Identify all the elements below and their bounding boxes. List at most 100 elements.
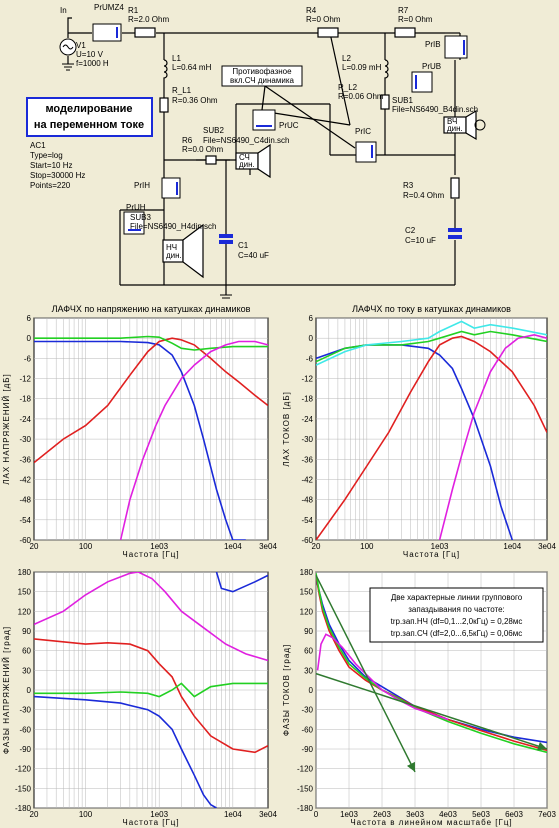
- x-tick-label: 1e04: [224, 542, 242, 551]
- label-prub: PrUB: [422, 62, 441, 71]
- label-r7-val: R=0 Ohm: [398, 15, 433, 24]
- y-tick-label: 90: [22, 627, 31, 636]
- y-axis-label: ФАЗЫ ТОКОВ [град]: [282, 644, 291, 736]
- label-v1: V1: [76, 41, 86, 50]
- y-tick-label: -24: [301, 415, 313, 424]
- series-line-magenta: [34, 572, 268, 662]
- y-tick-label: -60: [301, 536, 313, 545]
- label-pruc: PrUC: [279, 121, 299, 130]
- label-in: In: [60, 6, 67, 15]
- series-line-green: [316, 330, 547, 363]
- label-l1: L1: [172, 54, 181, 63]
- label-c2: C2: [405, 226, 416, 235]
- y-tick-label: -42: [19, 475, 31, 484]
- label-rl1: R_L1: [172, 86, 192, 95]
- label-r7: R7: [398, 6, 409, 15]
- series-line-blue: [215, 572, 268, 593]
- y-tick-label: -12: [301, 375, 313, 384]
- annotation-line: запаздывания по частоте:: [408, 605, 504, 614]
- y-tick-label: -180: [297, 804, 314, 813]
- label-sub2-file: File=NS6490_C4din.sch: [203, 136, 290, 145]
- x-tick-label: 4e03: [439, 810, 457, 819]
- y-tick-label: -90: [301, 745, 313, 754]
- annotation-line: trp.зап.СЧ (df=2,0...6,5кГц) = 0,06мс: [391, 629, 522, 638]
- speaker-b-label: ВЧ: [447, 117, 457, 126]
- y-tick-label: 120: [18, 607, 32, 616]
- y-tick-label: -54: [19, 516, 31, 525]
- y-tick-label: 0: [27, 334, 32, 343]
- speaker-b-label-2: дин.: [447, 124, 463, 133]
- y-tick-label: -36: [301, 455, 313, 464]
- series-line-red: [34, 337, 268, 464]
- y-tick-label: -90: [19, 745, 31, 754]
- x-tick-label: 100: [79, 542, 93, 551]
- y-tick-label: -120: [297, 765, 314, 774]
- y-tick-label: 150: [18, 588, 32, 597]
- series-line-magenta: [119, 340, 268, 540]
- y-tick-label: 120: [300, 607, 314, 616]
- series-line-green: [34, 682, 268, 698]
- y-tick-label: -60: [19, 536, 31, 545]
- annotation-line: trp.зап.НЧ (df=0,1...2,0кГц) = 0,28мс: [391, 617, 523, 626]
- x-tick-label: 5e03: [472, 810, 490, 819]
- y-tick-label: -30: [301, 435, 313, 444]
- y-tick-label: -48: [301, 496, 313, 505]
- label-ac1-start: Start=10 Hz: [30, 161, 72, 170]
- y-tick-label: 6: [27, 314, 32, 323]
- x-axis-label: Частота в линейном масштабе [Гц]: [350, 818, 512, 827]
- y-tick-label: 0: [27, 686, 32, 695]
- y-tick-label: -120: [15, 765, 32, 774]
- x-tick-label: 100: [360, 542, 374, 551]
- plot-area: [315, 317, 548, 541]
- x-tick-label: 6e03: [505, 810, 523, 819]
- plot-area: [33, 317, 269, 541]
- x-axis-label: Частота [Гц]: [122, 818, 179, 827]
- label-prib: PrIB: [425, 40, 441, 49]
- label-ac1-points: Points=220: [30, 181, 71, 190]
- label-sub1-file: File=NS6490_B4din.sch: [392, 105, 478, 114]
- y-tick-label: 90: [304, 627, 313, 636]
- x-tick-label: 3e04: [538, 542, 556, 551]
- label-sub3-file: File=NS6490_H4din.sch: [130, 222, 217, 231]
- label-c2-val: C=10 uF: [405, 236, 436, 245]
- x-axis-label: Частота [Гц]: [403, 550, 460, 559]
- series-line-blue: [34, 340, 246, 540]
- grid: [316, 317, 547, 541]
- x-tick-label: 1e03: [340, 810, 358, 819]
- y-axis-label: ЛАХ ТОКОВ [дБ]: [282, 391, 291, 467]
- chart-title: ЛАФЧХ по напряжению на катушках динамико…: [52, 304, 251, 314]
- x-tick-label: 1e04: [503, 542, 521, 551]
- y-axis-label: ФАЗЫ НАПРЯЖЕНИЙ [град]: [2, 626, 11, 754]
- label-l2: L2: [342, 54, 351, 63]
- series-line-darkgreen: [315, 672, 548, 751]
- y-tick-label: -150: [297, 784, 314, 793]
- x-axis-label: Частота [Гц]: [122, 550, 179, 559]
- label-r1: R1: [128, 6, 139, 15]
- y-tick-label: 0: [309, 334, 314, 343]
- label-sub1: SUB1: [392, 96, 413, 105]
- x-tick-label: 3e04: [259, 542, 277, 551]
- grid: [34, 571, 268, 809]
- chart-voltage-magnitude: 20 100 1e03 1e04 3e04 6 0 -6 -12 -18 -24 -30 -36 -42 -…: [0, 300, 280, 560]
- x-tick-label: 2e03: [373, 810, 391, 819]
- label-r6-val: R=0.0 Ohm: [182, 145, 223, 154]
- y-tick-label: 6: [309, 314, 314, 323]
- y-tick-label: 30: [304, 666, 313, 675]
- label-sub2: SUB2: [203, 126, 224, 135]
- chart-voltage-phase: 20 100 1e03 1e04 3e04 180 150 120 90 60 30 0 -30 -60 -…: [0, 560, 280, 828]
- title-line-1: моделирование: [45, 103, 132, 115]
- y-tick-label: -30: [19, 435, 31, 444]
- series-line-green: [316, 573, 547, 754]
- x-tick-label: 1e03: [150, 810, 168, 819]
- x-tick-label: 1e03: [150, 542, 168, 551]
- y-tick-label: -60: [19, 725, 31, 734]
- x-tick-label: 3e03: [406, 810, 424, 819]
- y-tick-label: -6: [306, 354, 314, 363]
- label-rl1-val: R=0.36 Ohm: [172, 96, 218, 105]
- label-l2-val: L=0.09 mH: [342, 63, 382, 72]
- label-r4-val: R=0 Ohm: [306, 15, 341, 24]
- y-tick-label: 60: [22, 647, 31, 656]
- label-pric: PrIC: [355, 127, 371, 136]
- series-line-red: [316, 575, 547, 752]
- y-tick-label: -60: [301, 725, 313, 734]
